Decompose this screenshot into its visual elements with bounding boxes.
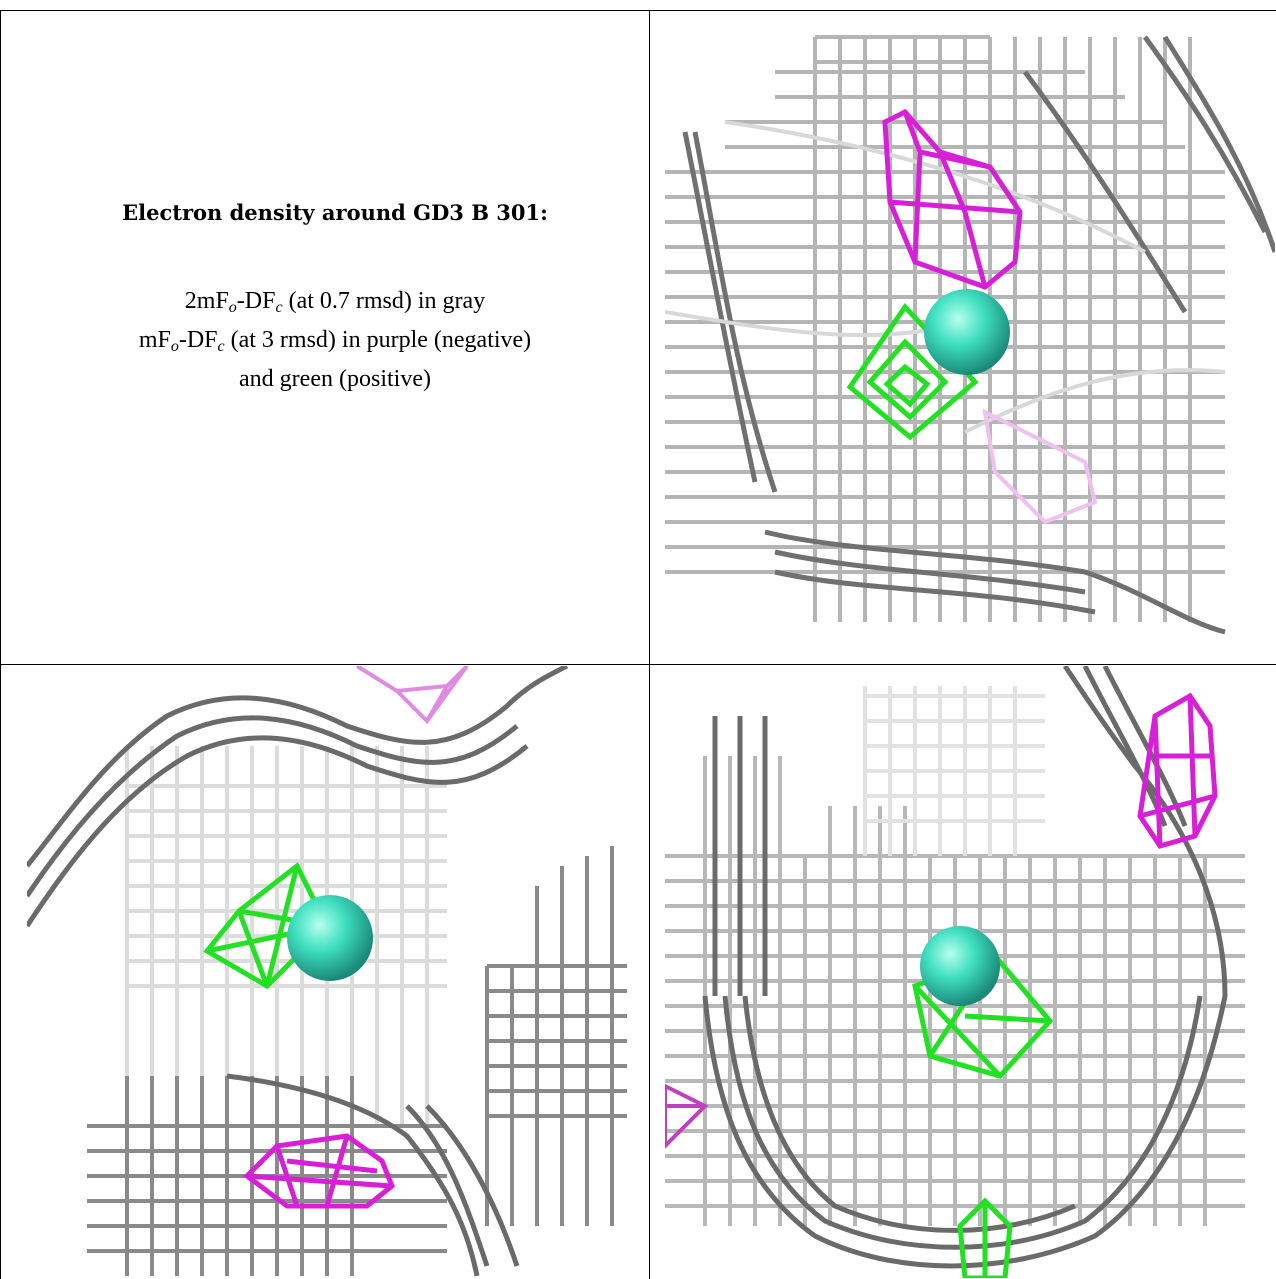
table-center-divider (649, 10, 650, 1279)
gray-mesh-contours (682, 35, 1275, 635)
gadolinium-ion-sphere (924, 289, 1010, 375)
caption-title: Electron density around GD3 B 301: (122, 200, 548, 225)
table-left-border (0, 10, 1, 1279)
negative-density-left-edge (665, 1083, 709, 1149)
table-top-border (0, 10, 1276, 11)
gray-mesh-contours (27, 666, 569, 1277)
negative-density-right (1137, 692, 1218, 849)
negative-density-faint (982, 408, 1098, 525)
caption-line-fofc: mFo-DFc (at 3 rmsd) in purple (negative) (138, 327, 532, 355)
mesh-render-bottom-left (27, 666, 627, 1277)
density-view-bottom-left (27, 666, 632, 1278)
density-view-bottom-right (665, 666, 1275, 1278)
density-view-top-right (665, 12, 1275, 637)
negative-density-top-edge (355, 666, 469, 725)
mesh-render-top-right (665, 35, 1275, 635)
gadolinium-ion-sphere (920, 926, 1000, 1006)
table-middle-border (0, 664, 1276, 665)
gadolinium-ion-sphere (287, 895, 373, 981)
mesh-render-bottom-right (665, 666, 1245, 1278)
negative-density-top (882, 108, 1023, 290)
negative-density-bottom (243, 1133, 396, 1209)
caption-line-colors: and green (positive) (239, 366, 431, 392)
caption-cell: Electron density around GD3 B 301: 2mFo-… (40, 200, 630, 396)
caption-line-2fofc: 2mFo-DFc (at 0.7 rmsd) in gray (184, 288, 486, 316)
gray-mesh-faint (863, 686, 1045, 856)
